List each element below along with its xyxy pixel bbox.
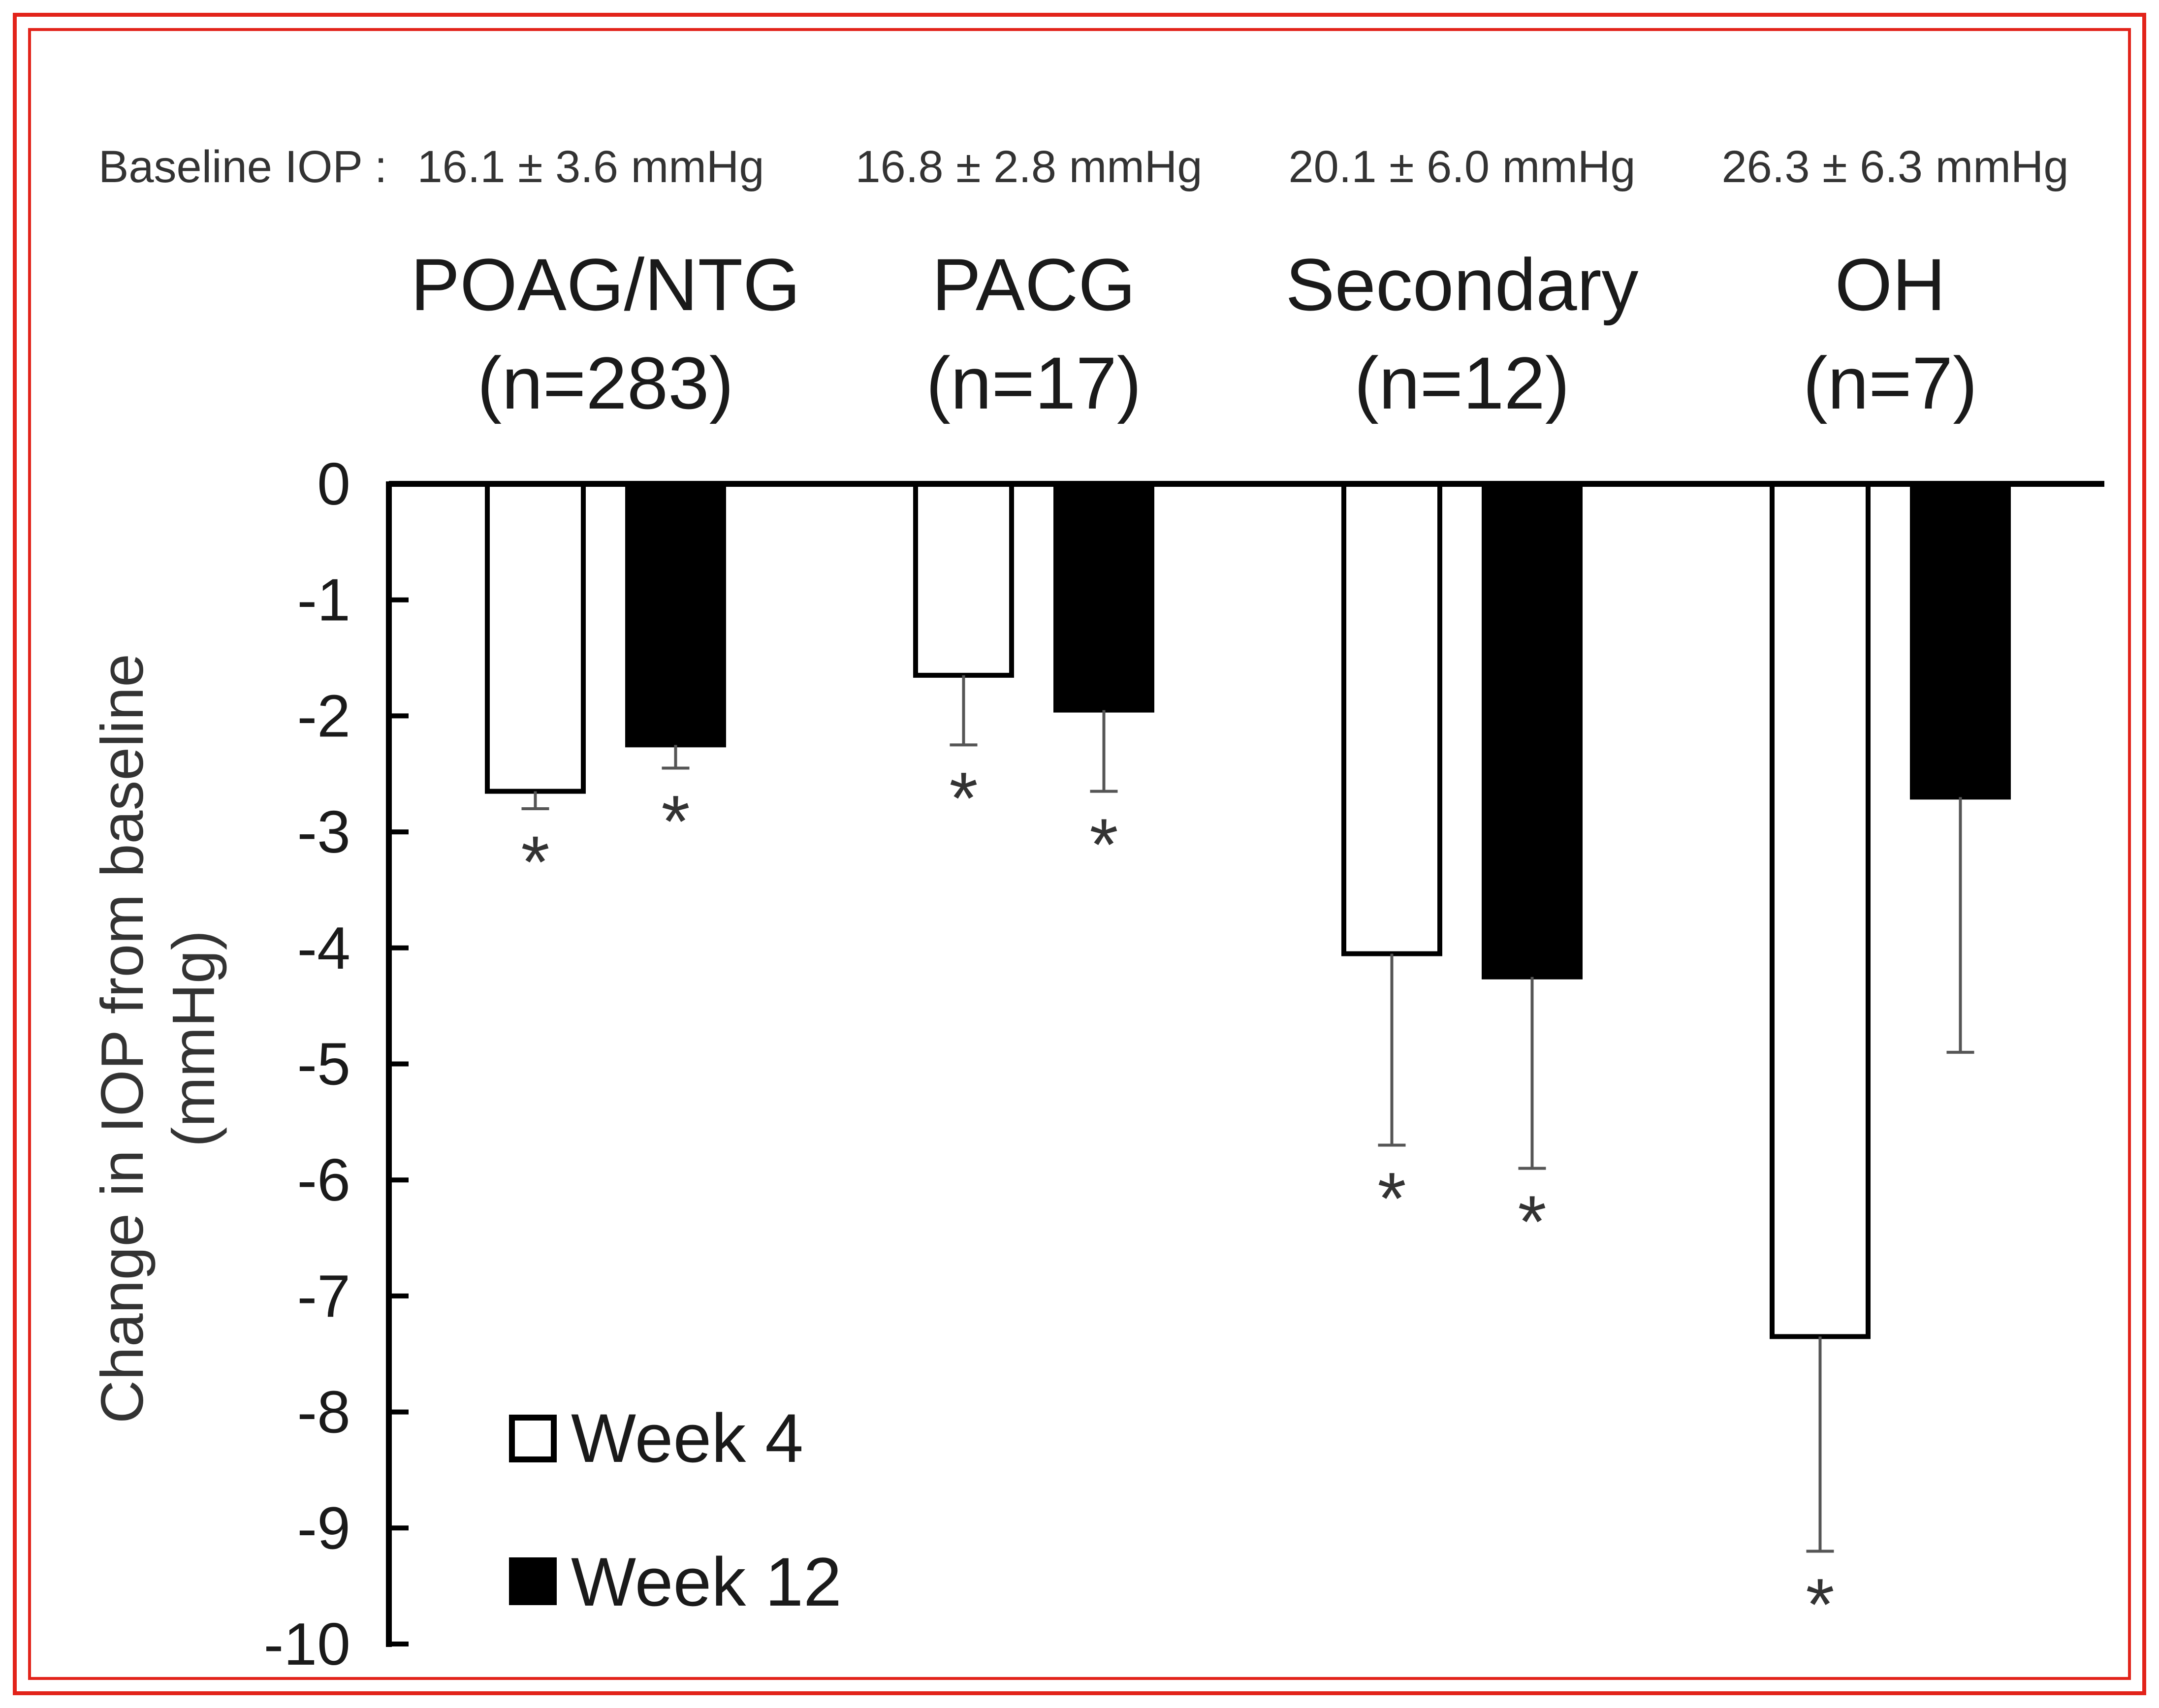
y-tick-label: -10 bbox=[264, 1611, 350, 1677]
group-n-label: (n=7) bbox=[1803, 342, 1977, 424]
y-tick-label: 0 bbox=[317, 450, 350, 517]
y-tick-label: -1 bbox=[297, 567, 350, 633]
legend-swatch-week-12 bbox=[509, 1557, 557, 1605]
group-n-label: (n=17) bbox=[926, 342, 1142, 424]
bar-week-4 bbox=[1770, 481, 1871, 1339]
group-name-label: PACG bbox=[932, 243, 1136, 326]
y-tick-label: -2 bbox=[297, 682, 350, 749]
group-n-label: (n=283) bbox=[477, 342, 733, 424]
y-axis-label-line2: (mmHg) bbox=[160, 930, 227, 1147]
y-tick-label: -9 bbox=[297, 1494, 350, 1561]
y-tick-label: -5 bbox=[297, 1031, 350, 1098]
bar-week-12 bbox=[625, 481, 726, 748]
significance-marker: * bbox=[1377, 1157, 1406, 1239]
baseline-iop-label: 26.3 ± 6.3 mmHg bbox=[1721, 142, 2068, 192]
legend-swatch-week-4 bbox=[509, 1415, 557, 1462]
significance-marker: * bbox=[1089, 803, 1118, 886]
bar-week-4 bbox=[485, 481, 586, 794]
legend-label-week-4: Week 4 bbox=[571, 1399, 803, 1477]
group-name-label: OH bbox=[1835, 243, 1946, 326]
legend: Week 4 Week 12 bbox=[509, 1399, 842, 1620]
significance-marker: * bbox=[521, 821, 549, 903]
group-name-label: Secondary bbox=[1285, 243, 1638, 326]
significance-marker: * bbox=[1518, 1180, 1546, 1263]
y-tick-label: -3 bbox=[297, 798, 350, 865]
group-name-label: POAG/NTG bbox=[411, 243, 800, 326]
significance-marker: * bbox=[1806, 1563, 1834, 1645]
baseline-iop-label: 16.1 ± 3.6 mmHg bbox=[417, 142, 764, 192]
legend-label-week-12: Week 12 bbox=[571, 1543, 842, 1620]
significance-marker: * bbox=[949, 757, 978, 839]
bar-week-12 bbox=[1053, 481, 1154, 713]
bar-week-12 bbox=[1910, 481, 2011, 800]
group-n-label: (n=12) bbox=[1354, 342, 1570, 424]
plot-area: * * * * * * * bbox=[485, 481, 2011, 1645]
bar-week-4 bbox=[913, 481, 1014, 678]
inner-frame bbox=[28, 28, 2131, 1680]
y-tick-label: -7 bbox=[297, 1263, 350, 1329]
significance-marker: * bbox=[661, 780, 690, 862]
bar-week-4 bbox=[1341, 481, 1442, 956]
baseline-iop-label: 16.8 ± 2.8 mmHg bbox=[855, 142, 1202, 192]
y-axis-ticks: 0 -1 -2 -3 -4 -5 -6 -7 -8 -9 -10 bbox=[264, 450, 409, 1677]
baseline-prefix: Baseline IOP : bbox=[98, 142, 387, 192]
y-tick-label: -4 bbox=[297, 915, 350, 981]
baseline-iop-label: 20.1 ± 6.0 mmHg bbox=[1288, 142, 1635, 192]
bar-week-12 bbox=[1482, 481, 1583, 980]
y-tick-label: -8 bbox=[297, 1379, 350, 1446]
y-axis-label: Change in IOP from baseline (mmHg) bbox=[89, 654, 227, 1423]
y-axis-label-line1: Change in IOP from baseline bbox=[89, 654, 156, 1423]
y-tick-label: -6 bbox=[297, 1146, 350, 1213]
outer-frame bbox=[13, 13, 2146, 1695]
